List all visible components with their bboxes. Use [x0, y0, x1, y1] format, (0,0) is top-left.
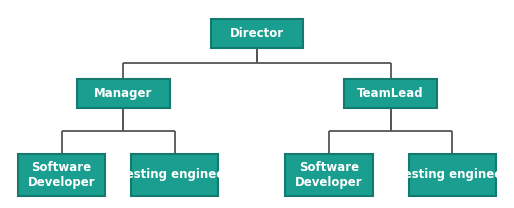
Text: TeamLead: TeamLead	[357, 87, 424, 100]
FancyBboxPatch shape	[409, 154, 496, 196]
FancyBboxPatch shape	[131, 154, 218, 196]
Text: Testing engineer: Testing engineer	[119, 168, 230, 181]
FancyBboxPatch shape	[211, 19, 303, 48]
FancyBboxPatch shape	[285, 154, 373, 196]
FancyBboxPatch shape	[18, 154, 105, 196]
FancyBboxPatch shape	[344, 79, 437, 108]
Text: Software
Developer: Software Developer	[295, 161, 363, 189]
Text: Testing engineer: Testing engineer	[397, 168, 508, 181]
Text: Manager: Manager	[94, 87, 153, 100]
FancyBboxPatch shape	[77, 79, 170, 108]
Text: Director: Director	[230, 27, 284, 40]
Text: Software
Developer: Software Developer	[28, 161, 96, 189]
